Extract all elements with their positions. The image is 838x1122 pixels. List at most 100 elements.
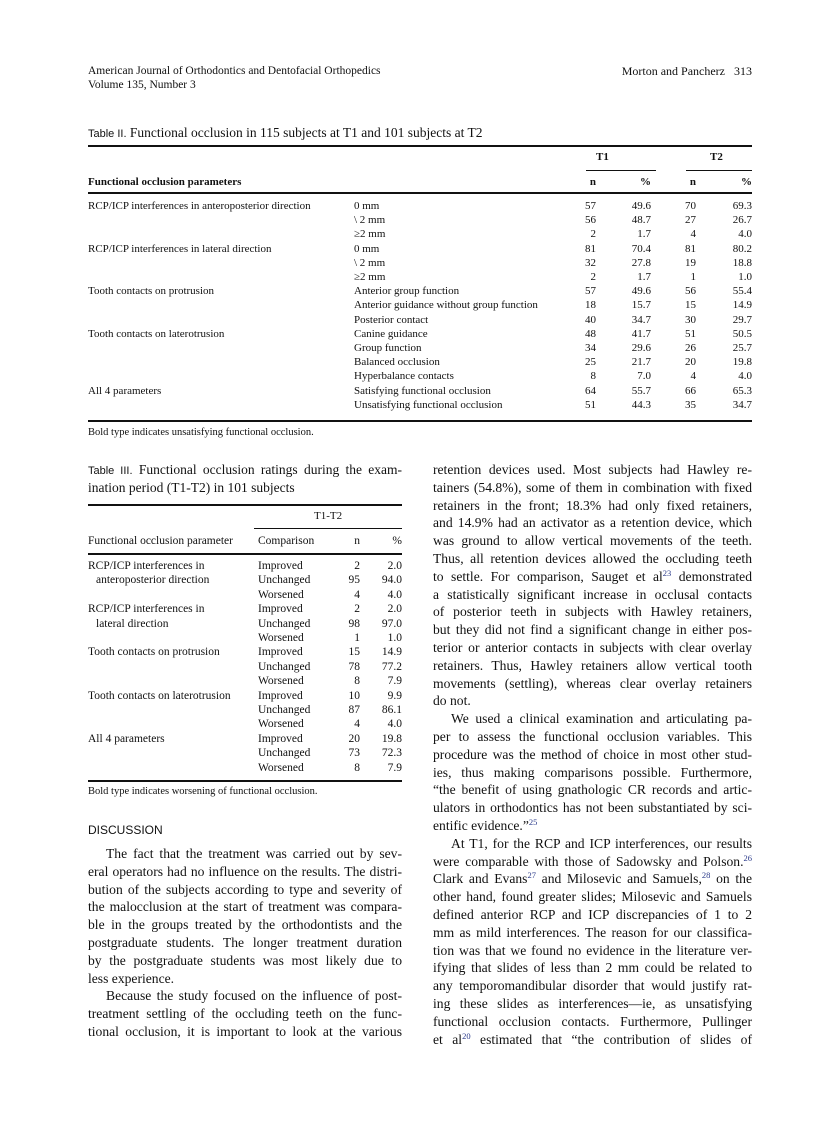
- n-cell: 1: [354, 632, 360, 644]
- parameter-cell: RCP/ICP interferences in: [88, 603, 205, 616]
- t2-n-cell: 20: [685, 356, 696, 369]
- t1-n-cell: 57: [585, 285, 596, 298]
- comparison-cell: Improved: [258, 646, 303, 659]
- table-row: Hyperbalance contacts 8 7.0 4 4.0: [88, 369, 752, 383]
- table3-footnote: Bold type indicates worsening of functio…: [88, 786, 318, 797]
- percent-cell: 77.2: [381, 660, 402, 673]
- percent-cell: 86.1: [381, 704, 402, 716]
- table-row: All 4 parameters Satisfying functional oc…: [88, 384, 752, 398]
- citation-ref: 28: [701, 870, 711, 881]
- category-cell: Unsatisfying functional occlusion: [354, 398, 503, 411]
- paragraph: At T1, for the RCP and ICP interferences…: [433, 835, 752, 1049]
- t1-percent-cell: 1.7: [637, 271, 651, 283]
- t1-percent-cell: 29.6: [631, 342, 651, 354]
- category-cell: Satisfying functional occlusion: [354, 384, 491, 397]
- t2-percent-cell: 34.7: [732, 398, 752, 411]
- discussion-left-column: The fact that the treatment was carried …: [88, 845, 402, 1041]
- text-line: tion was that we found no evidence in th…: [433, 942, 752, 958]
- table-row: Anterior guidance without group function…: [88, 298, 752, 312]
- text-line: were comparable with those of Sadowsky a…: [433, 852, 752, 869]
- text-line: postgraduate students. The longer treatm…: [88, 934, 402, 950]
- text-line: mm as mild interferences. The reason for…: [433, 924, 752, 940]
- category-cell: Anterior group function: [354, 285, 460, 298]
- text-line: treatment settling of the occluding teet…: [88, 1006, 402, 1022]
- text-line: tainers (54.8%), some of them in combina…: [433, 479, 752, 495]
- table-row: Tooth contacts on laterotrusion Canine gu…: [88, 327, 752, 341]
- text-line: Because the study focused on the influen…: [106, 988, 402, 1004]
- percent-cell: 9.9: [387, 689, 402, 702]
- table2-group-t2: T2: [710, 151, 723, 163]
- table-row: All 4 parameters Improved 20 19.8: [88, 732, 402, 746]
- t2-n-cell: 15: [685, 299, 696, 312]
- t2-n-cell: 4: [690, 228, 697, 241]
- n-cell: 95: [348, 574, 361, 587]
- t1-n-cell: 18: [585, 299, 596, 312]
- text-line: defined anterior RCP and ICP discrepanci…: [433, 906, 752, 922]
- paragraph: Because the study focused on the influen…: [88, 987, 402, 1040]
- t1-percent-cell: 1.7: [637, 228, 651, 241]
- category-cell: Group function: [354, 342, 422, 354]
- table-row: Unchanged 87 86.1: [88, 703, 402, 717]
- percent-cell: 19.8: [381, 732, 402, 745]
- n-cell: 73: [348, 747, 361, 760]
- t2-n-cell: 27: [685, 214, 696, 227]
- category-cell: Balanced occlusion: [354, 356, 440, 369]
- table3-caption: Table III. Functional occlusion ratings …: [88, 462, 403, 495]
- n-cell: 4: [354, 718, 360, 731]
- text-line: bution of the subjects according to type…: [88, 881, 402, 897]
- table2-caption: Table II. Functional occlusion in 115 su…: [88, 125, 482, 142]
- text-line: retention devices used. Most subjects ha…: [433, 462, 752, 477]
- t1-n-cell: 25: [585, 356, 596, 369]
- n-cell: 15: [348, 646, 361, 659]
- text-line: the malocclusion at the start of treatme…: [88, 899, 402, 915]
- comparison-cell: Unchanged: [258, 747, 311, 760]
- text-line: and 14.9% had an activator as a retentio…: [433, 515, 752, 531]
- t2-n-cell: 4: [690, 370, 697, 383]
- table-row: Unchanged 78 77.2: [88, 660, 402, 674]
- table2-header-row: Functional occlusion parameters n % n %: [88, 176, 752, 188]
- table3-top-rule: [88, 504, 402, 506]
- n-cell: 20: [348, 732, 361, 745]
- text-line: We used a clinical examination and artic…: [451, 711, 752, 727]
- comparison-cell: Worsened: [258, 588, 304, 601]
- t2-n-cell: 1: [690, 271, 697, 283]
- t1-percent-cell: 44.3: [631, 398, 651, 411]
- comparison-cell: Improved: [258, 603, 303, 616]
- category-cell: \ 2 mm: [354, 214, 386, 227]
- right-column-text: retention devices used. Most subjects ha…: [433, 461, 752, 1048]
- n-cell: 8: [354, 761, 360, 774]
- table3-bottom-rule: [88, 780, 402, 782]
- text-line: of posterior teeth in subjects with Hawl…: [433, 604, 752, 620]
- category-cell: ≥2 mm: [354, 228, 386, 241]
- page-number: 313: [734, 64, 752, 78]
- category-cell: 0 mm: [354, 200, 380, 212]
- text-line: movements (settling), whereas clear over…: [433, 675, 752, 691]
- t1-percent-cell: 41.7: [631, 327, 651, 340]
- t2-percent-cell: 1.0: [738, 271, 752, 283]
- t1-n-cell: 8: [590, 370, 597, 383]
- table-row: RCP/ICP interferences in anteroposterior…: [88, 199, 752, 213]
- percent-cell: 7.9: [387, 675, 402, 688]
- t1-percent-cell: 15.7: [631, 299, 651, 312]
- t2-percent-cell: 26.7: [732, 214, 752, 227]
- n-cell: 78: [348, 660, 361, 673]
- text-line: by the postgraduate students was most li…: [88, 952, 402, 968]
- comparison-cell: Worsened: [258, 675, 304, 688]
- t1-percent-cell: 70.4: [631, 242, 651, 255]
- parameter-cell: Tooth contacts on protrusion: [88, 285, 215, 298]
- t1-n-cell: 56: [585, 214, 596, 227]
- text-line: terior or anterior contacts in subjects …: [433, 639, 752, 655]
- table3-header-rule: [88, 553, 402, 555]
- paragraph: retention devices used. Most subjects ha…: [433, 461, 752, 710]
- table2-t2-rule: [686, 170, 752, 172]
- t2-percent-cell: 14.9: [732, 299, 752, 312]
- parameter-cell: lateral direction: [96, 617, 169, 630]
- table3-group-header: T1-T2: [314, 510, 343, 522]
- parameter-cell: All 4 parameters: [88, 732, 165, 745]
- percent-cell: 14.9: [381, 646, 402, 659]
- running-head: Morton and Pancherz 313: [622, 64, 752, 78]
- comparison-cell: Worsened: [258, 632, 304, 644]
- t2-n-cell: 35: [685, 398, 696, 411]
- percent-cell: 4.0: [387, 588, 402, 601]
- table2-title: Functional occlusion in 115 subjects at …: [129, 125, 483, 140]
